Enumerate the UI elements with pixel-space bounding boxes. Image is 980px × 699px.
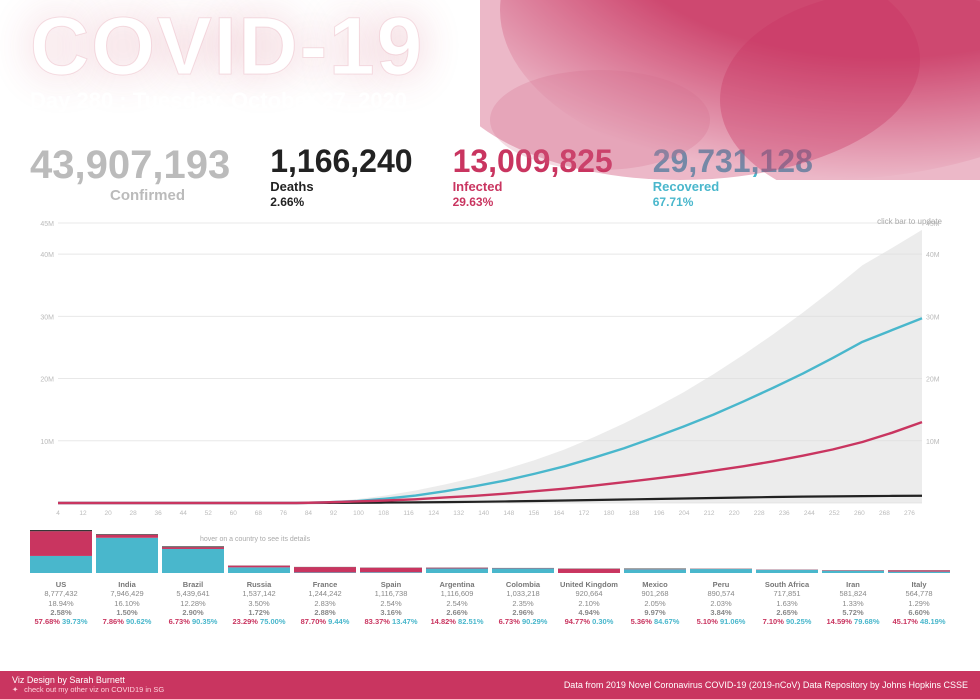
svg-text:132: 132 — [453, 510, 464, 517]
country-label[interactable]: South Africa717,8511.63%2.65%7.10% 90.25… — [756, 580, 818, 627]
svg-text:44: 44 — [180, 510, 188, 517]
svg-text:36: 36 — [155, 510, 163, 517]
country-label[interactable]: Argentina1,116,6092.54%2.66%14.82% 82.51… — [426, 580, 488, 627]
svg-text:228: 228 — [754, 510, 765, 517]
stat-label: Confirmed — [110, 187, 230, 204]
svg-text:28: 28 — [130, 510, 138, 517]
svg-text:212: 212 — [704, 510, 715, 517]
svg-text:148: 148 — [503, 510, 514, 517]
svg-text:124: 124 — [428, 510, 439, 517]
svg-text:76: 76 — [280, 510, 288, 517]
svg-text:268: 268 — [879, 510, 890, 517]
svg-text:40M: 40M — [926, 252, 940, 259]
svg-text:30M: 30M — [926, 314, 940, 321]
stat-pct: 29.63% — [453, 195, 613, 209]
svg-text:156: 156 — [528, 510, 539, 517]
svg-text:60: 60 — [230, 510, 238, 517]
footer: Viz Design by Sarah Burnett ✦ check out … — [0, 671, 980, 699]
country-hint: hover on a country to see its details — [200, 536, 310, 543]
page-subtitle: Day 280 : Tuesday, October 27, 2020 — [30, 88, 950, 121]
svg-text:45M: 45M — [40, 221, 54, 228]
stat-value: 1,166,240 — [270, 145, 412, 177]
page-title: COVID-19 — [30, 8, 950, 86]
svg-text:12: 12 — [79, 510, 87, 517]
svg-text:84: 84 — [305, 510, 313, 517]
svg-text:20M: 20M — [40, 376, 54, 383]
country-label[interactable]: United Kingdom920,6642.10%4.94%94.77% 0.… — [558, 580, 620, 627]
svg-text:172: 172 — [578, 510, 589, 517]
country-bar-chart[interactable] — [30, 529, 950, 573]
footer-sub: check out my other viz on COVID19 in SG — [24, 685, 164, 694]
stat-confirmed: 43,907,193 Confirmed — [30, 145, 230, 209]
svg-text:236: 236 — [779, 510, 790, 517]
svg-text:180: 180 — [604, 510, 615, 517]
svg-text:188: 188 — [629, 510, 640, 517]
country-label[interactable]: Brazil5,439,64112.28%2.90%6.73% 90.35% — [162, 580, 224, 627]
country-label[interactable]: Mexico901,2682.05%9.97%5.36% 84.67% — [624, 580, 686, 627]
stat-deaths: 1,166,240 Deaths 2.66% — [270, 145, 412, 209]
svg-text:4: 4 — [56, 510, 60, 517]
stat-pct: 2.66% — [270, 195, 412, 209]
svg-text:252: 252 — [829, 510, 840, 517]
svg-text:204: 204 — [679, 510, 690, 517]
main-line-chart[interactable]: 10M10M20M20M30M30M40M40M45M45M4122028364… — [30, 215, 950, 525]
country-label[interactable]: Iran581,8241.33%5.72%14.59% 79.68% — [822, 580, 884, 627]
svg-text:276: 276 — [904, 510, 915, 517]
svg-text:220: 220 — [729, 510, 740, 517]
svg-text:164: 164 — [553, 510, 564, 517]
country-label[interactable]: Russia1,537,1423.50%1.72%23.29% 75.00% — [228, 580, 290, 627]
svg-text:20M: 20M — [926, 376, 940, 383]
svg-text:10M: 10M — [926, 439, 940, 446]
svg-text:108: 108 — [378, 510, 389, 517]
stat-label: Recovered — [653, 179, 813, 194]
svg-text:92: 92 — [330, 510, 338, 517]
svg-text:68: 68 — [255, 510, 263, 517]
svg-text:140: 140 — [478, 510, 489, 517]
stat-label: Deaths — [270, 179, 412, 194]
stat-value: 43,907,193 — [30, 145, 230, 185]
stat-label: Infected — [453, 179, 613, 194]
country-label[interactable]: Italy564,7781.29%6.60%45.17% 48.19% — [888, 580, 950, 627]
country-label[interactable]: Peru890,5742.03%3.84%5.10% 91.06% — [690, 580, 752, 627]
svg-text:20: 20 — [104, 510, 112, 517]
footer-designer: Viz Design by Sarah Burnett — [12, 675, 164, 685]
svg-text:100: 100 — [353, 510, 364, 517]
tableau-icon: ✦ — [12, 685, 22, 695]
svg-text:196: 196 — [654, 510, 665, 517]
country-label[interactable]: India7,946,42916.10%1.50%7.86% 90.62% — [96, 580, 158, 627]
stat-pct: 67.71% — [653, 195, 813, 209]
svg-text:10M: 10M — [40, 439, 54, 446]
chart-hint: click bar to update — [877, 217, 942, 226]
svg-text:52: 52 — [205, 510, 213, 517]
svg-text:244: 244 — [804, 510, 815, 517]
country-label[interactable]: France1,244,2422.83%2.88%87.70% 9.44% — [294, 580, 356, 627]
country-label[interactable]: US8,777,43218.94%2.58%57.68% 39.73% — [30, 580, 92, 627]
svg-text:260: 260 — [854, 510, 865, 517]
svg-text:116: 116 — [403, 510, 414, 517]
country-label[interactable]: Colombia1,033,2182.35%2.96%6.73% 90.29% — [492, 580, 554, 627]
svg-text:30M: 30M — [40, 314, 54, 321]
country-label-row: US8,777,43218.94%2.58%57.68% 39.73%India… — [30, 580, 950, 627]
footer-source: Data from 2019 Novel Coronavirus COVID-1… — [564, 680, 968, 690]
svg-text:40M: 40M — [40, 252, 54, 259]
country-label[interactable]: Spain1,116,7382.54%3.16%83.37% 13.47% — [360, 580, 422, 627]
